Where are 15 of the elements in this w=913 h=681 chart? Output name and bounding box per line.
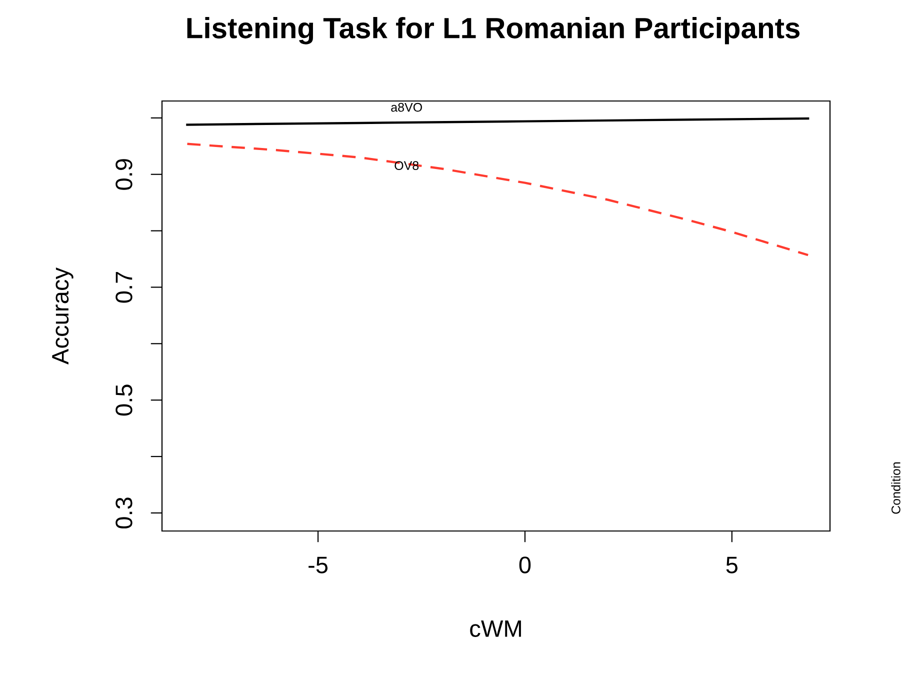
chart-title: Listening Task for L1 Romanian Participants	[187, 17, 800, 44]
series-label: a8VO	[391, 102, 422, 112]
legend-title: Condition	[891, 462, 900, 514]
series-label: OV8	[394, 161, 419, 170]
y-tick-label: 0.3	[116, 498, 132, 528]
x-tick-label: 0	[519, 556, 531, 574]
line-series	[186, 117, 810, 126]
x-tick-label: -5	[308, 556, 328, 574]
y-tick-label: 0.5	[116, 384, 132, 416]
y-tick-label: 0.9	[116, 159, 132, 190]
x-tick-label: 5	[726, 556, 738, 574]
y-tick-label: 0.7	[116, 272, 132, 303]
y-axis-title: Accuracy	[52, 267, 74, 364]
line-series	[186, 142, 810, 256]
x-axis-title: cWM	[470, 620, 521, 638]
